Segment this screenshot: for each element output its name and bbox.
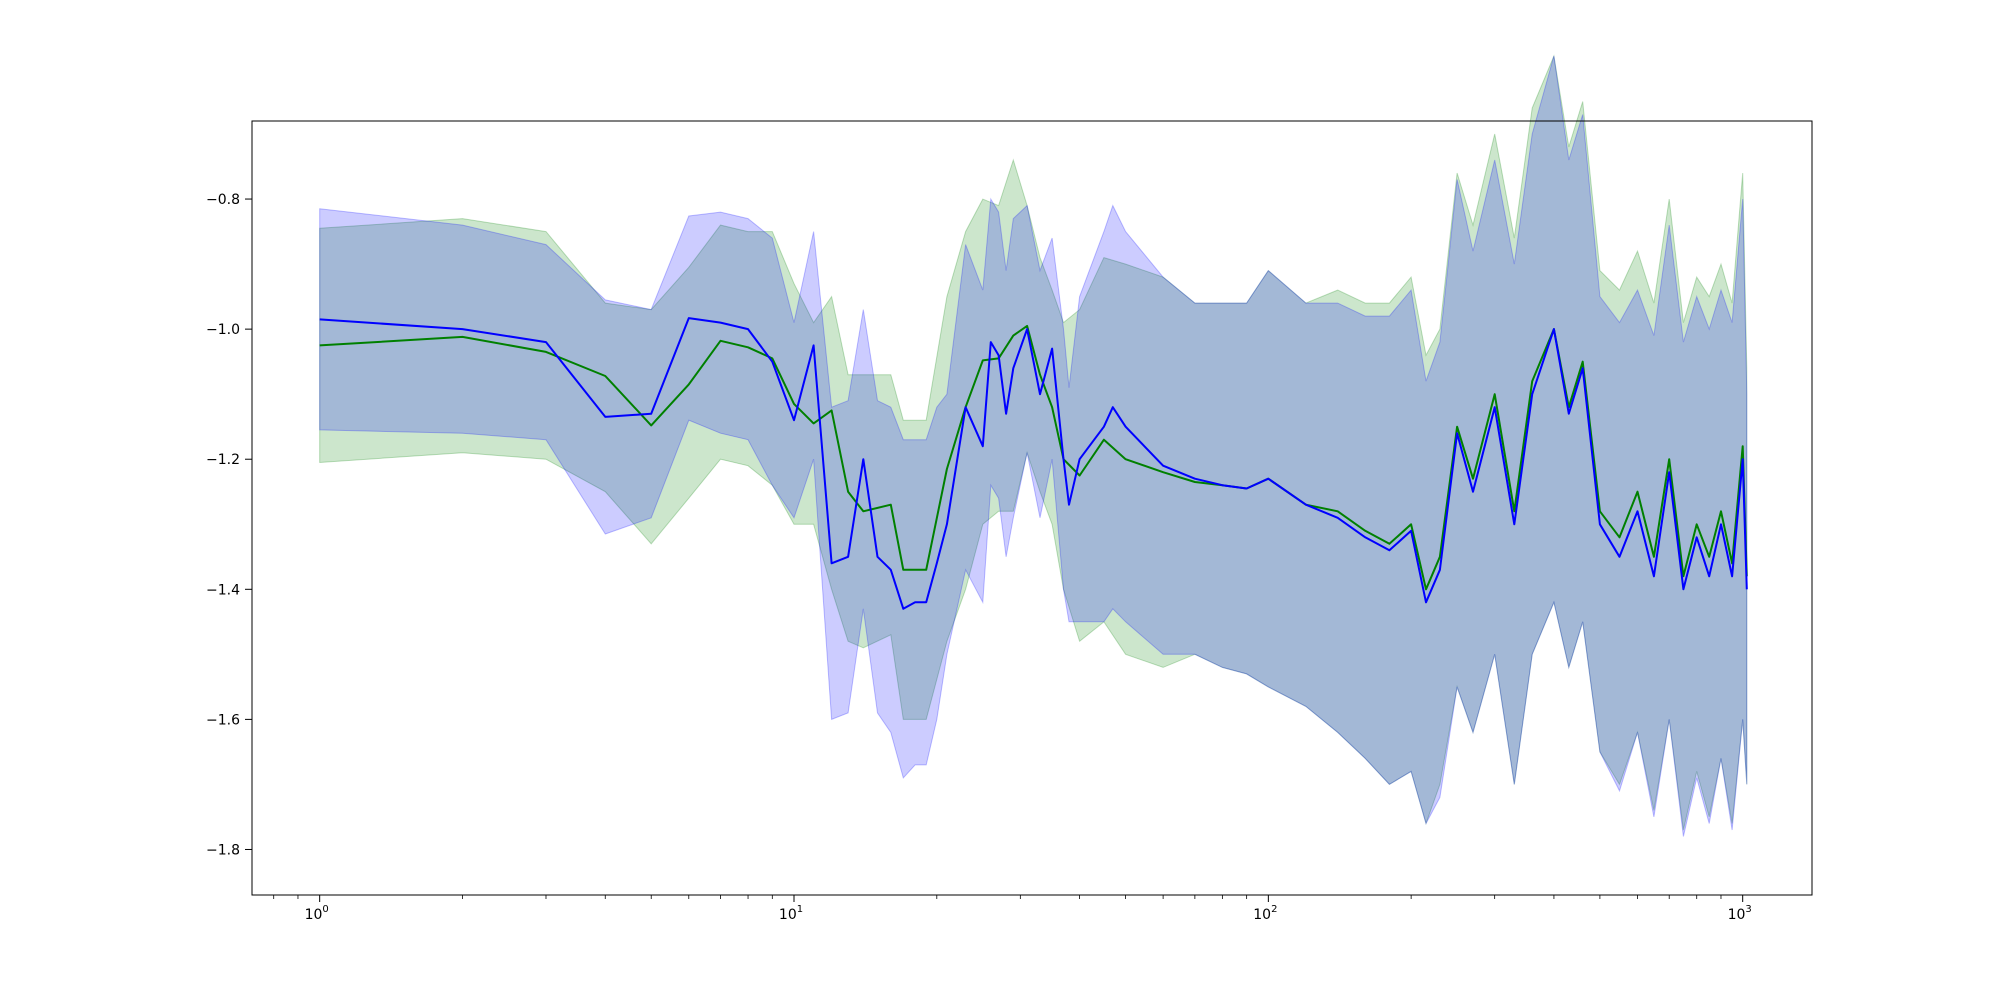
plot-area (319, 54, 1748, 837)
series-1-band (319, 54, 1748, 831)
y-axis: −0.8 −1.0 −1.2 −1.4 −1.6 −1.8 (206, 192, 252, 858)
y-tick-label: −1.2 (206, 452, 240, 468)
y-tick-label: −1.4 (206, 582, 240, 598)
y-tick-label: −0.8 (206, 192, 240, 208)
confidence-bands (319, 54, 1748, 837)
series-1-line (319, 324, 1748, 591)
y-tick-label: −1.6 (206, 712, 240, 728)
y-tick-label: −1.8 (206, 842, 240, 858)
series-2-band (319, 55, 1748, 837)
series-lines (319, 317, 1748, 610)
series-2-line (319, 317, 1748, 610)
axes-frame (251, 120, 1813, 896)
y-tick-label: −1.0 (206, 322, 240, 338)
